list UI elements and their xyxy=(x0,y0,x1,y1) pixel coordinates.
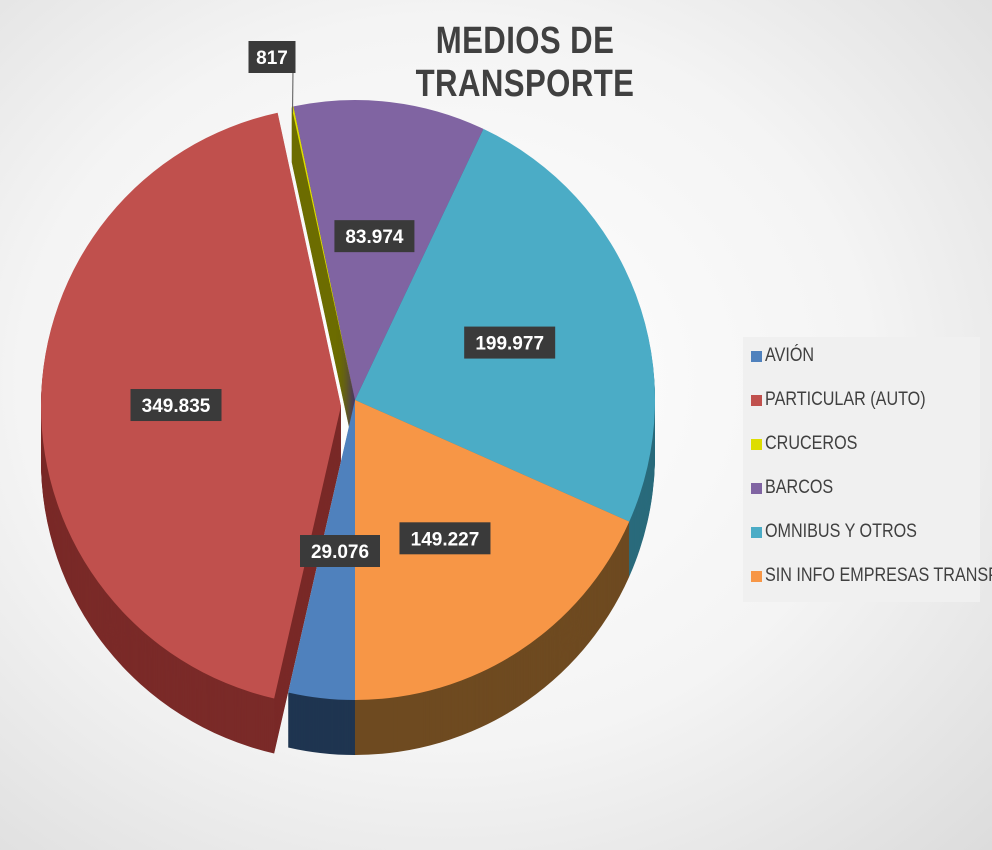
pie-slice-side xyxy=(291,157,355,451)
pie-slice-side xyxy=(291,123,355,417)
pie-slice-side xyxy=(291,150,355,444)
legend-label: OMNIBUS Y OTROS xyxy=(765,521,917,542)
data-label: 817 xyxy=(256,48,288,69)
pie-slice-side xyxy=(291,158,355,452)
pie-slice-side xyxy=(291,132,355,426)
pie-slice-side xyxy=(291,140,355,434)
pie-slice-side xyxy=(291,152,355,446)
pie-slice-side xyxy=(291,159,355,453)
pie-slice-side xyxy=(291,151,355,445)
data-label: 83.974 xyxy=(345,227,404,248)
data-label-box xyxy=(300,535,380,567)
pie-slice-side xyxy=(291,156,355,450)
pie-slice-side xyxy=(291,124,355,418)
pie-slice-side xyxy=(291,161,355,455)
pie-slice-side xyxy=(291,125,355,419)
pie-slice-side xyxy=(291,131,355,425)
data-label-box xyxy=(399,522,491,555)
legend-item: OMNIBUS Y OTROS xyxy=(751,521,944,543)
legend-item: AVIÓN xyxy=(751,345,823,367)
legend-swatch xyxy=(751,394,762,406)
pie-slice-side xyxy=(291,127,355,421)
pie-slice-side xyxy=(291,133,355,427)
pie-slice-sin-info-empresas-transp- xyxy=(355,400,630,701)
data-label-box xyxy=(130,389,222,422)
pie-slice-side xyxy=(291,126,355,420)
pie-slice-side xyxy=(291,155,355,449)
pie-slice-side xyxy=(291,110,355,404)
pie-slice-side xyxy=(291,117,355,411)
pie-slice-side xyxy=(291,138,355,432)
data-label-box xyxy=(464,326,556,359)
pie-slice-side xyxy=(291,115,355,409)
pie-slice-side xyxy=(291,141,355,435)
pie-slice-side xyxy=(291,148,355,442)
pie-slice-side xyxy=(291,129,355,423)
pie-slice-side xyxy=(291,135,355,429)
pie-slice-side xyxy=(291,154,355,448)
pie-slice-side xyxy=(291,160,355,454)
pie-slice-side xyxy=(291,108,355,402)
legend-item: SIN INFO EMPRESAS TRANSP. xyxy=(751,565,992,587)
chart-title: MEDIOS DE TRANSPORTE xyxy=(415,20,635,105)
legend: AVIÓN PARTICULAR (AUTO) CRUCEROS BARCOS OMNI… xyxy=(743,337,992,602)
data-label: 149.227 xyxy=(411,529,480,550)
data-label-box xyxy=(248,41,296,73)
pie-slice-side xyxy=(291,144,355,438)
data-label: 199.977 xyxy=(475,334,544,355)
pie-slice-side xyxy=(291,136,355,430)
pie-slice-side xyxy=(291,142,355,436)
legend-label: CRUCEROS xyxy=(765,433,858,454)
legend-label: PARTICULAR (AUTO) xyxy=(765,389,926,410)
data-label: 349.835 xyxy=(142,396,211,417)
pie-slice-side xyxy=(291,122,355,416)
pie-slice-side xyxy=(291,121,355,415)
pie-slice-side xyxy=(291,137,355,431)
legend-swatch xyxy=(751,350,762,362)
legend-item: CRUCEROS xyxy=(751,433,874,455)
legend-swatch xyxy=(751,526,762,538)
pie-slice-side xyxy=(291,146,355,440)
legend-swatch xyxy=(751,570,762,582)
pie-slice-side xyxy=(291,134,355,428)
pie-slice-side xyxy=(291,107,355,401)
pie-slice-omnibus-y-otros xyxy=(355,128,655,522)
data-label: 29.076 xyxy=(311,542,369,563)
legend-item: BARCOS xyxy=(751,477,845,499)
pie-slice-side xyxy=(291,116,355,410)
pie-slice-side xyxy=(291,109,355,403)
legend-item: PARTICULAR (AUTO) xyxy=(751,389,954,411)
pie-slice-side xyxy=(291,114,355,408)
pie-slice-side xyxy=(291,113,355,407)
legend-label: SIN INFO EMPRESAS TRANSP. xyxy=(765,565,992,586)
legend-label: AVIÓN xyxy=(765,345,815,366)
pie-slice-side xyxy=(291,120,355,414)
legend-swatch xyxy=(751,482,762,494)
pie-slice-side xyxy=(291,118,355,412)
pie-slice-side xyxy=(291,119,355,413)
pie-slice-side xyxy=(291,128,355,422)
legend-label: BARCOS xyxy=(765,477,834,498)
pie-slice-side xyxy=(291,149,355,443)
pie-slice-side xyxy=(291,111,355,405)
pie-slice-side xyxy=(291,139,355,433)
pie-slice-side xyxy=(291,147,355,441)
pie-slice-side xyxy=(291,153,355,447)
data-label-box xyxy=(334,220,415,253)
pie-slice-cruceros xyxy=(291,106,355,400)
legend-swatch xyxy=(751,438,762,450)
pie-slice-side xyxy=(291,145,355,439)
pie-slice-side xyxy=(291,130,355,424)
pie-slice-side xyxy=(291,112,355,406)
pie-slice-side xyxy=(291,143,355,437)
